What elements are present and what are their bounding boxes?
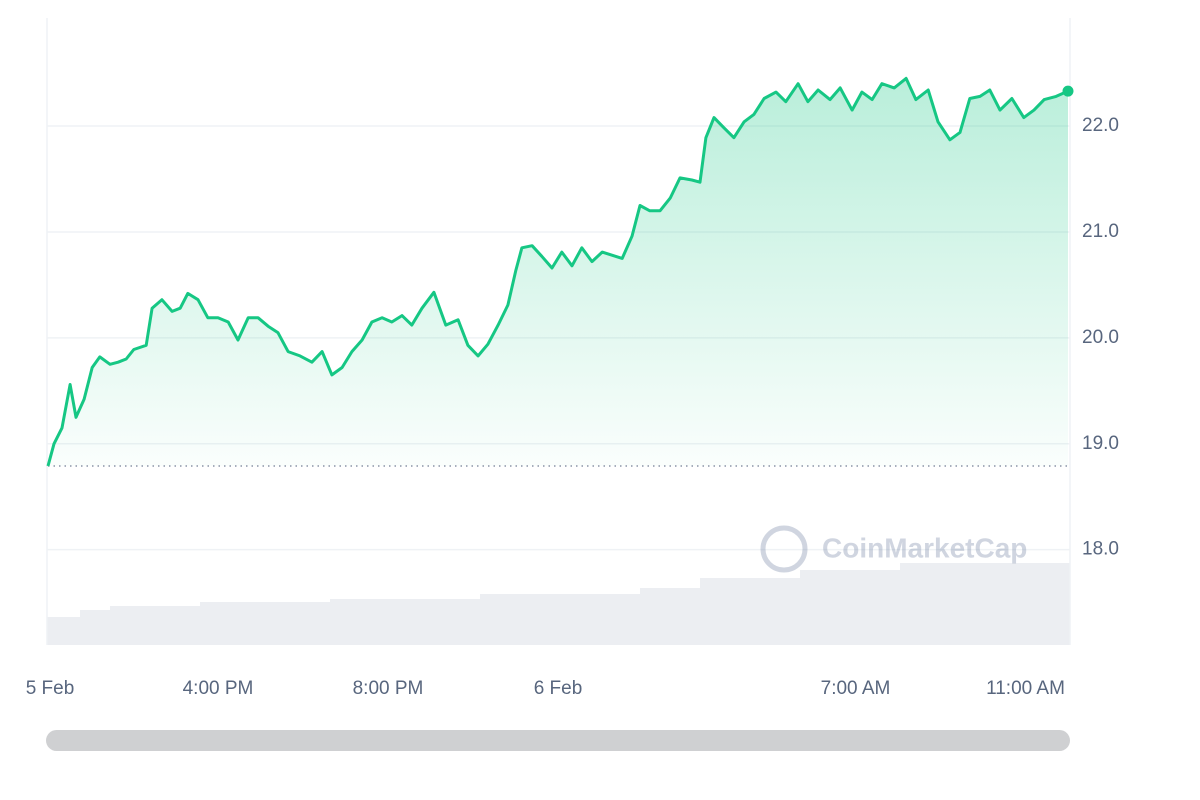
y-tick-label: 20.0 — [1082, 327, 1119, 348]
watermark-logo — [760, 525, 808, 573]
area — [48, 78, 1068, 467]
watermark: CoinMarketCap — [760, 525, 1027, 573]
last-point — [1062, 85, 1074, 97]
scrollbar[interactable] — [46, 730, 1070, 751]
volume-strip — [47, 563, 1070, 645]
y-tick-label: 21.0 — [1082, 221, 1119, 242]
y-tick-label: 18.0 — [1082, 539, 1119, 560]
x-tick-label: 7:00 AM — [821, 678, 891, 699]
x-tick-label: 6 Feb — [534, 678, 583, 699]
x-tick-label: 5 Feb — [26, 678, 75, 699]
x-tick-label: 4:00 PM — [183, 678, 254, 699]
x-tick-label: 8:00 PM — [353, 678, 424, 699]
y-tick-label: 22.0 — [1082, 115, 1119, 136]
x-tick-label: 11:00 AM — [986, 678, 1065, 699]
y-tick-label: 19.0 — [1082, 433, 1119, 454]
price-line — [46, 76, 1069, 467]
watermark-text: CoinMarketCap — [822, 532, 1027, 563]
